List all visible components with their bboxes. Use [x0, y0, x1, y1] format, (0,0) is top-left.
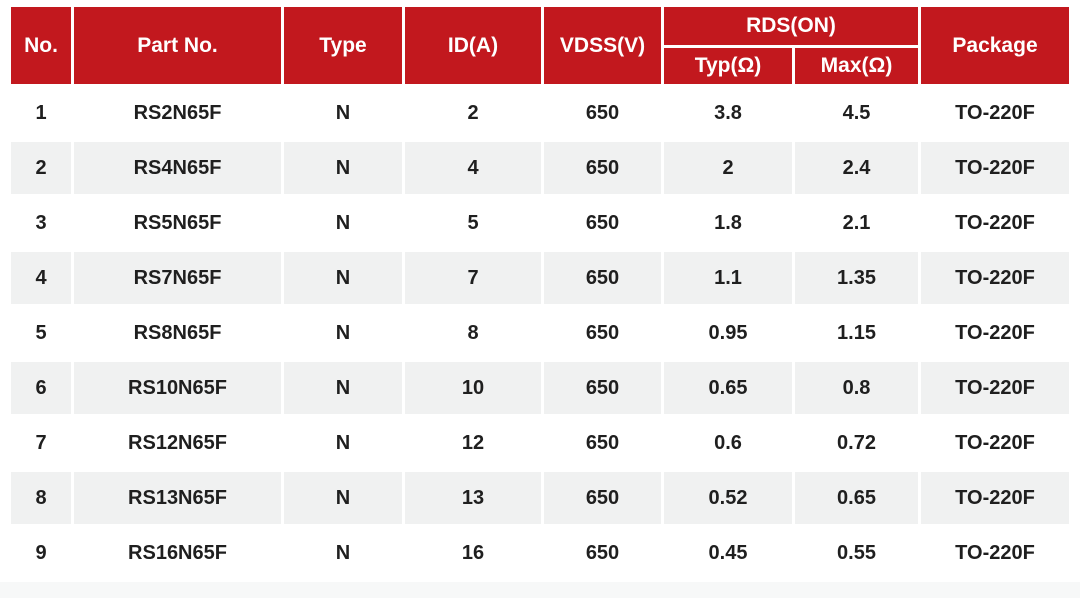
table-cell: 2	[405, 87, 541, 139]
table-cell: 3.8	[664, 87, 792, 139]
col-header-id: ID(A)	[405, 7, 541, 84]
table-cell: N	[284, 197, 402, 249]
table-cell: 1	[11, 87, 71, 139]
bottom-strip	[0, 582, 1080, 598]
table-cell: RS2N65F	[74, 87, 281, 139]
table-cell: TO-220F	[921, 527, 1070, 579]
table-cell: TO-220F	[921, 87, 1070, 139]
table-cell: N	[284, 362, 402, 414]
table-cell: 0.45	[664, 527, 792, 579]
table-cell: TO-220F	[921, 197, 1070, 249]
table-cell: 9	[11, 527, 71, 579]
table-cell: 0.52	[664, 472, 792, 524]
table-cell: TO-220F	[921, 252, 1070, 304]
col-header-max-ohm: Max(Ω)	[795, 48, 919, 84]
table-row: 7 RS12N65F N 12 650 0.6 0.72 TO-220F	[11, 417, 1070, 469]
col-header-vdss: VDSS(V)	[544, 7, 661, 84]
table-cell: 0.8	[795, 362, 919, 414]
table-cell: TO-220F	[921, 362, 1070, 414]
table-cell: RS12N65F	[74, 417, 281, 469]
table-cell: TO-220F	[921, 472, 1070, 524]
col-header-package: Package	[921, 7, 1070, 84]
table-cell: 7	[405, 252, 541, 304]
table-cell: 650	[544, 527, 661, 579]
table-cell: RS4N65F	[74, 142, 281, 194]
table-cell: 6	[11, 362, 71, 414]
table-cell: 1.15	[795, 307, 919, 359]
table-row: 3 RS5N65F N 5 650 1.8 2.1 TO-220F	[11, 197, 1070, 249]
col-header-no: No.	[11, 7, 71, 84]
table-cell: 4.5	[795, 87, 919, 139]
col-header-typ-ohm: Typ(Ω)	[664, 48, 792, 84]
table-body: 1 RS2N65F N 2 650 3.8 4.5 TO-220F 2 RS4N65F N 4 650 2…	[11, 87, 1070, 579]
table-cell: 650	[544, 417, 661, 469]
table-cell: 0.95	[664, 307, 792, 359]
table-cell: 650	[544, 252, 661, 304]
table-cell: 1.1	[664, 252, 792, 304]
table-cell: N	[284, 472, 402, 524]
table-cell: 5	[11, 307, 71, 359]
table-cell: RS7N65F	[74, 252, 281, 304]
table-row: 1 RS2N65F N 2 650 3.8 4.5 TO-220F	[11, 87, 1070, 139]
table-cell: 2	[11, 142, 71, 194]
table-cell: 4	[11, 252, 71, 304]
table-cell: 650	[544, 362, 661, 414]
table-cell: 0.72	[795, 417, 919, 469]
table-cell: RS10N65F	[74, 362, 281, 414]
table-row: 6 RS10N65F N 10 650 0.65 0.8 TO-220F	[11, 362, 1070, 414]
table-cell: N	[284, 87, 402, 139]
table-cell: N	[284, 307, 402, 359]
table-cell: 1.35	[795, 252, 919, 304]
table-cell: 650	[544, 197, 661, 249]
table-cell: 3	[11, 197, 71, 249]
table-cell: N	[284, 142, 402, 194]
table-cell: RS8N65F	[74, 307, 281, 359]
table-cell: 16	[405, 527, 541, 579]
table-cell: TO-220F	[921, 307, 1070, 359]
table-cell: RS13N65F	[74, 472, 281, 524]
table-row: 9 RS16N65F N 16 650 0.45 0.55 TO-220F	[11, 527, 1070, 579]
table-cell: TO-220F	[921, 142, 1070, 194]
table-cell: 10	[405, 362, 541, 414]
table-cell: 1.8	[664, 197, 792, 249]
table-header: No. Part No. Type ID(A) VDSS(V) RDS(ON) …	[11, 7, 1070, 84]
table-cell: RS16N65F	[74, 527, 281, 579]
table-cell: 650	[544, 472, 661, 524]
table-cell: 4	[405, 142, 541, 194]
table-cell: 5	[405, 197, 541, 249]
table-cell: 650	[544, 87, 661, 139]
table-cell: 0.65	[795, 472, 919, 524]
table-cell: TO-220F	[921, 417, 1070, 469]
table-cell: 0.65	[664, 362, 792, 414]
header-row-sub: Typ(Ω) Max(Ω)	[11, 48, 1069, 84]
table-cell: N	[284, 527, 402, 579]
table-cell: 0.55	[795, 527, 919, 579]
table-cell: N	[284, 252, 402, 304]
table-cell: 2.4	[795, 142, 919, 194]
table-cell: 8	[11, 472, 71, 524]
table-cell: N	[284, 417, 402, 469]
table-row: 5 RS8N65F N 8 650 0.95 1.15 TO-220F	[11, 307, 1070, 359]
table-cell: RS5N65F	[74, 197, 281, 249]
table-cell: 2.1	[795, 197, 919, 249]
table-cell: 12	[405, 417, 541, 469]
col-header-type: Type	[284, 7, 402, 84]
table-row: 2 RS4N65F N 4 650 2 2.4 TO-220F	[11, 142, 1070, 194]
table-cell: 7	[11, 417, 71, 469]
table-row: 4 RS7N65F N 7 650 1.1 1.35 TO-220F	[11, 252, 1070, 304]
table-cell: 13	[405, 472, 541, 524]
table-row: 8 RS13N65F N 13 650 0.52 0.65 TO-220F	[11, 472, 1070, 524]
table-cell: 2	[664, 142, 792, 194]
table-cell: 8	[405, 307, 541, 359]
header-row-top: No. Part No. Type ID(A) VDSS(V) RDS(ON) …	[11, 7, 1070, 84]
table-cell: 650	[544, 307, 661, 359]
col-header-part-no: Part No.	[74, 7, 281, 84]
col-header-rds-on: RDS(ON)	[664, 7, 919, 45]
table-cell: 650	[544, 142, 661, 194]
table-cell: 0.6	[664, 417, 792, 469]
mosfet-spec-table: No. Part No. Type ID(A) VDSS(V) RDS(ON) …	[8, 4, 1072, 582]
